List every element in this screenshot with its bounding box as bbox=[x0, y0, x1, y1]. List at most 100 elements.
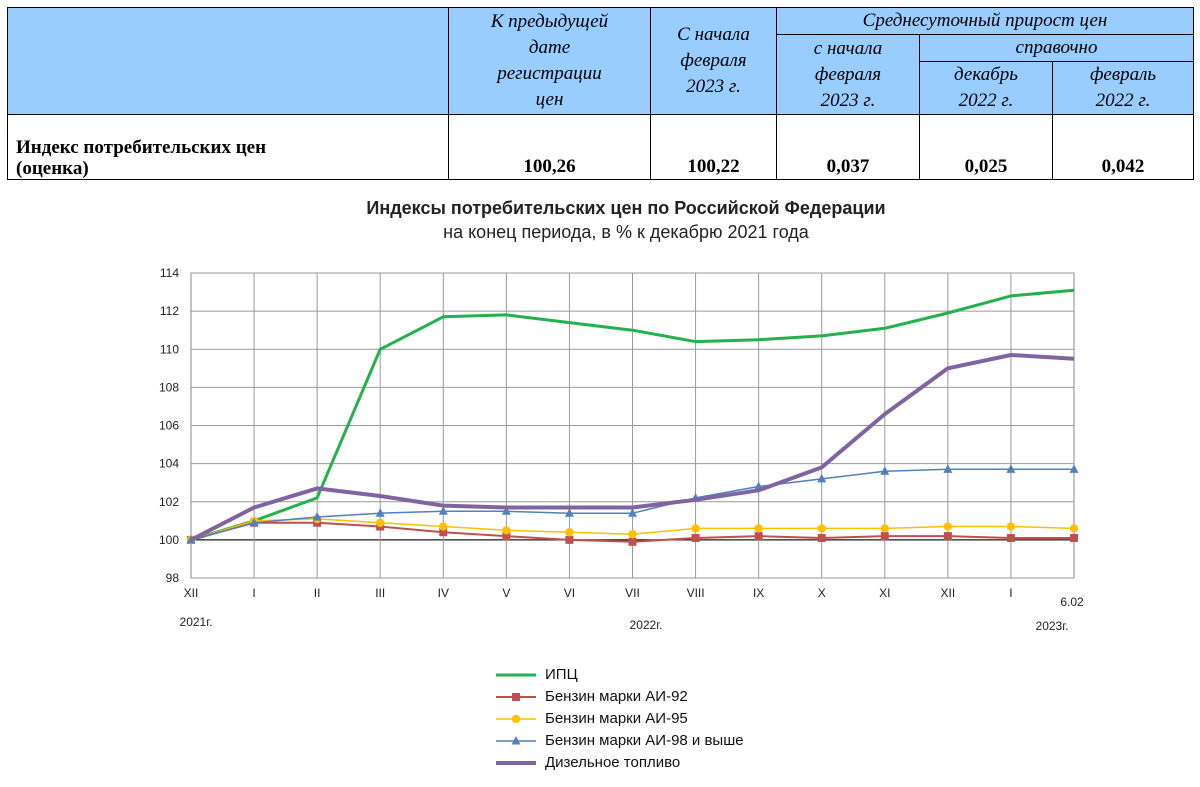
data-point bbox=[943, 532, 952, 541]
table-corner-cell bbox=[7, 7, 449, 115]
data-point bbox=[817, 473, 827, 483]
legend-swatch bbox=[496, 756, 536, 770]
y-tick-label: 106 bbox=[159, 419, 179, 433]
data-point bbox=[943, 464, 953, 473]
x-tick-label: X bbox=[818, 586, 826, 600]
table-row: Индекс потребительских цен (оценка) 100,… bbox=[7, 114, 1194, 180]
y-tick-label: 114 bbox=[160, 266, 179, 280]
data-point bbox=[691, 524, 700, 533]
legend-swatch bbox=[496, 734, 536, 748]
series-line-0 bbox=[190, 288, 1075, 542]
legend-label: Бензин марки АИ-95 bbox=[545, 710, 688, 727]
x-tick-label: V bbox=[502, 586, 510, 600]
data-point bbox=[1006, 522, 1016, 531]
data-point bbox=[754, 524, 763, 533]
x-tick-label: VII bbox=[625, 586, 640, 600]
data-point bbox=[880, 524, 889, 533]
legend-swatch bbox=[496, 690, 536, 704]
data-point bbox=[880, 532, 889, 541]
data-point bbox=[375, 508, 385, 517]
chart-title: Индексы потребительских цен по Российско… bbox=[366, 198, 886, 218]
x-tick-label: VIII bbox=[687, 586, 705, 600]
x-tick-label: XII bbox=[941, 586, 956, 600]
x-tick-label: I bbox=[252, 586, 255, 600]
header-december-2022: декабрь 2022 г. bbox=[919, 61, 1053, 115]
data-point bbox=[1069, 464, 1079, 473]
data-point bbox=[1006, 464, 1016, 473]
value-prev-date: 100,26 bbox=[448, 114, 651, 180]
legend-item: Бензин марки АИ-95 bbox=[496, 708, 744, 730]
y-tick-label: 108 bbox=[159, 380, 179, 394]
legend-marker bbox=[511, 714, 521, 724]
data-point bbox=[376, 518, 385, 527]
legend-swatch bbox=[496, 712, 536, 726]
chart-subtitle: на конец периода, в % к декабрю 2021 год… bbox=[443, 222, 809, 242]
x-tick-label: XI bbox=[879, 586, 890, 600]
data-point bbox=[817, 524, 826, 533]
legend-marker bbox=[511, 736, 521, 745]
legend-item: Дизельное топливо bbox=[496, 752, 744, 774]
data-point bbox=[1070, 533, 1078, 542]
header-since-february: С начала февраля 2023 г. bbox=[650, 7, 777, 115]
legend-marker bbox=[512, 693, 520, 701]
x-tick-label: I bbox=[1009, 586, 1012, 600]
cpi-table: К предыдущей дате регистрации цен С нача… bbox=[7, 7, 1194, 180]
data-point bbox=[880, 466, 890, 475]
value-avg-since-february: 0,037 bbox=[776, 114, 920, 180]
data-point bbox=[628, 529, 637, 539]
y-tick-label: 100 bbox=[159, 533, 179, 547]
x-tick-label: III bbox=[375, 586, 385, 600]
legend-label: Бензин марки АИ-98 и выше bbox=[545, 732, 744, 749]
data-point bbox=[439, 528, 448, 537]
year-label: 2023г. bbox=[1036, 619, 1069, 633]
x-tick-label: 6.02 bbox=[1060, 595, 1084, 609]
data-point bbox=[565, 528, 574, 537]
data-point bbox=[502, 526, 511, 535]
y-tick-label: 112 bbox=[160, 304, 179, 318]
data-point bbox=[943, 522, 953, 531]
y-tick-label: 104 bbox=[159, 457, 179, 471]
data-point bbox=[501, 506, 511, 515]
row-label: Индекс потребительских цен (оценка) bbox=[7, 114, 449, 180]
value-february-2022: 0,042 bbox=[1052, 114, 1194, 180]
legend-item: ИПЦ bbox=[496, 664, 744, 686]
x-tick-label: II bbox=[314, 586, 321, 600]
data-point bbox=[439, 522, 448, 531]
y-tick-label: 98 bbox=[166, 571, 180, 585]
legend-label: Дизельное топливо bbox=[545, 754, 681, 771]
legend-label: ИПЦ bbox=[545, 666, 578, 683]
x-tick-label: XII bbox=[184, 586, 199, 600]
year-label: 2022г. bbox=[630, 618, 663, 632]
header-avg-daily-growth: Среднесуточный прирост цен bbox=[776, 7, 1194, 35]
legend-swatch bbox=[496, 668, 536, 682]
data-point bbox=[1006, 533, 1015, 542]
data-point bbox=[817, 533, 826, 542]
header-avg-since-february: с начала февраля 2023 г. bbox=[776, 34, 920, 115]
data-point bbox=[249, 517, 259, 527]
data-point bbox=[438, 506, 448, 515]
legend-label: Бензин марки АИ-92 bbox=[545, 688, 688, 705]
x-tick-label: VI bbox=[564, 586, 575, 600]
chart-legend: ИПЦ Бензин марки АИ-92 Бензин марки АИ-95 Б… bbox=[496, 664, 744, 774]
data-point bbox=[565, 535, 574, 544]
legend-item: Бензин марки АИ-92 bbox=[496, 686, 744, 708]
data-point bbox=[628, 508, 637, 517]
series-line-4 bbox=[190, 353, 1075, 542]
data-point bbox=[628, 537, 637, 546]
y-tick-label: 110 bbox=[160, 342, 179, 356]
data-point bbox=[754, 532, 763, 541]
x-tick-label: IV bbox=[438, 586, 449, 600]
header-february-2022: февраль 2022 г. bbox=[1052, 61, 1194, 115]
y-tick-label: 102 bbox=[159, 495, 179, 509]
year-label: 2021г. bbox=[180, 615, 213, 629]
value-december-2022: 0,025 bbox=[919, 114, 1053, 180]
data-point bbox=[1069, 524, 1079, 533]
data-point bbox=[502, 532, 511, 541]
x-tick-label: IX bbox=[753, 586, 764, 600]
legend-item: Бензин марки АИ-98 и выше bbox=[496, 730, 744, 752]
header-reference: справочно bbox=[919, 34, 1194, 62]
data-point bbox=[691, 533, 700, 542]
data-point bbox=[564, 508, 574, 517]
value-since-february: 100,22 bbox=[650, 114, 777, 180]
